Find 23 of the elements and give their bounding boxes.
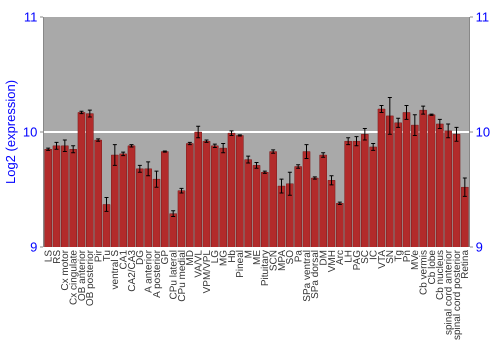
x-tick-label: LS (43, 250, 54, 262)
y-tick-label: 9 (30, 240, 38, 255)
x-tick-label: A anterior (143, 249, 154, 293)
x-tick-label: M (243, 250, 254, 258)
x-tick-label: IC (368, 250, 380, 260)
x-tick-label: Cx cingulate (68, 250, 80, 306)
x-tick-label: LH (343, 250, 354, 263)
x-tick-label: CA1 (118, 250, 130, 270)
x-tick-label: ME (252, 250, 263, 265)
x-tick-label: RS (52, 250, 63, 264)
y-tick-label: 10 (22, 124, 38, 140)
x-tick-label: A posterior (152, 249, 163, 298)
x-tick-label: spinal cord anterior (443, 249, 454, 336)
x-tick-label: Pa (293, 250, 304, 262)
y-axis-title: Log2 (expression) (2, 80, 18, 184)
y2-tick-label: 9 (476, 240, 483, 255)
x-tick-label: spinal cord posterior (452, 249, 463, 340)
x-tick-label: Retina (460, 250, 472, 279)
x-tick-label: Tg (393, 250, 404, 262)
y-tick-label: 11 (24, 10, 38, 25)
x-tick-label: DM (318, 250, 330, 266)
y2-tick-label: 10 (476, 124, 490, 140)
y2-tick-label: 11 (476, 10, 490, 25)
